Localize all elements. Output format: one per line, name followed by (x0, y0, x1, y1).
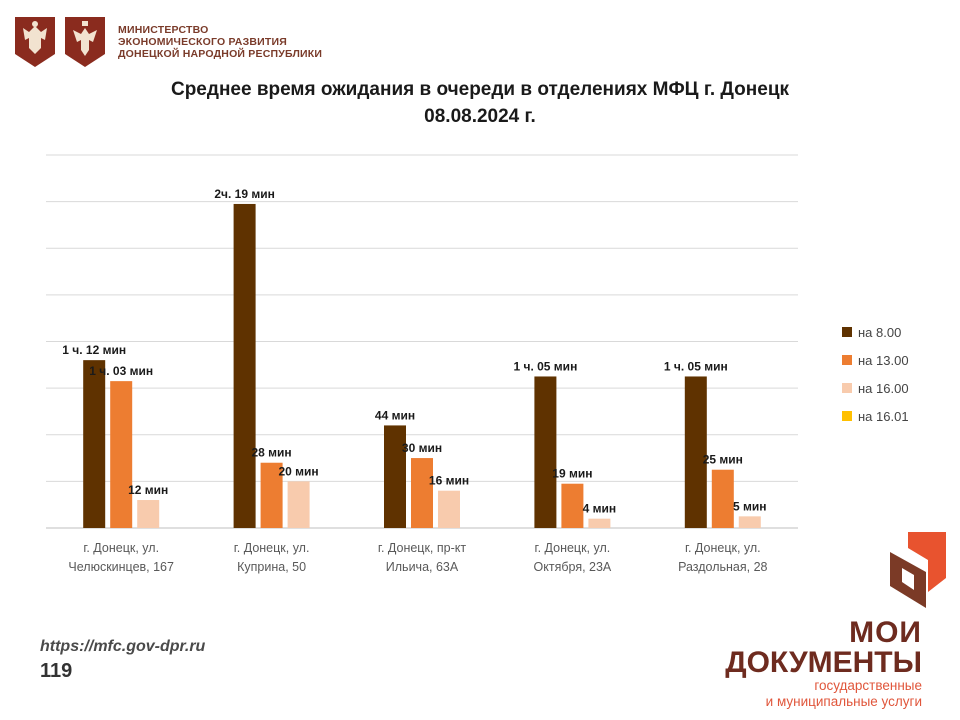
legend-item: на 8.00 (842, 318, 909, 346)
brand-subtitle-1: государственные (814, 678, 922, 693)
legend-swatch (842, 383, 852, 393)
bar (438, 490, 460, 528)
data-label: 16 мин (429, 474, 469, 488)
category-tick-label: г. Донецк, ул. (685, 541, 761, 555)
bar (233, 203, 256, 529)
header: МИНИСТЕРСТВО ЭКОНОМИЧЕСКОГО РАЗВИТИЯ ДОН… (14, 14, 322, 70)
bar (684, 376, 707, 528)
data-label: 4 мин (583, 502, 617, 516)
data-label: 2ч. 19 мин (214, 187, 275, 201)
bar (110, 381, 133, 528)
chart-title-line-1: Среднее время ожидания в очереди в отдел… (170, 79, 790, 100)
brand-line-2: ДОКУМЕНТЫ (725, 646, 922, 679)
legend-label: на 16.00 (858, 380, 909, 396)
legend-label: на 8.00 (858, 324, 902, 340)
bar (137, 500, 160, 528)
category-tick-label: г. Донецк, ул. (234, 541, 310, 555)
data-label: 25 мин (703, 453, 743, 467)
chart-title-line-2: 08.08.2024 г. (424, 106, 536, 127)
bar (260, 462, 283, 528)
chart-title: Среднее время ожидания в очереди в отдел… (0, 76, 960, 130)
dpr-emblem-icon (65, 17, 105, 67)
legend-label: на 13.00 (858, 352, 909, 368)
category-tick-label: г. Донецк, ул. (535, 541, 611, 555)
data-label: 5 мин (733, 499, 767, 513)
data-label: 1 ч. 12 мин (62, 343, 126, 357)
legend-item: на 16.00 (842, 374, 909, 402)
category-tick-label: г. Донецк, ул. (83, 541, 159, 555)
category-tick-label: Челюскинцев, 167 (68, 560, 174, 574)
ministry-name: МИНИСТЕРСТВО ЭКОНОМИЧЕСКОГО РАЗВИТИЯ ДОН… (118, 24, 322, 60)
data-label: 28 мин (252, 446, 292, 460)
data-label: 1 ч. 05 мин (664, 359, 728, 373)
bar (287, 481, 310, 528)
data-label: 12 мин (128, 483, 168, 497)
ministry-line-1: МИНИСТЕРСТВО (118, 24, 209, 36)
data-label: 44 мин (375, 408, 415, 422)
data-label: 19 мин (552, 467, 592, 481)
bar (738, 516, 761, 528)
legend-swatch (842, 327, 852, 337)
legend-swatch (842, 355, 852, 365)
moi-dokumenty-logo-icon (890, 532, 946, 608)
data-label: 1 ч. 03 мин (89, 364, 153, 378)
data-label: 30 мин (402, 441, 442, 455)
data-label: 1 ч. 05 мин (513, 359, 577, 373)
category-tick-label: Раздольная, 28 (678, 560, 767, 574)
bar (711, 469, 734, 528)
legend-item: на 13.00 (842, 346, 909, 374)
category-tick-label: Октября, 23А (534, 560, 612, 574)
legend-item: на 16.01 (842, 402, 909, 430)
legend-label: на 16.01 (858, 408, 909, 424)
chart-legend: на 8.00 на 13.00 на 16.00 на 16.01 (842, 318, 909, 430)
legend-swatch (842, 411, 852, 421)
data-label: 20 мин (279, 464, 319, 478)
brand-subtitle-2: и муниципальные услуги (765, 694, 922, 709)
page-number: 119 (40, 660, 73, 682)
brand-line-1: МОИ (849, 616, 922, 649)
website-url[interactable]: https://mfc.gov-dpr.ru (40, 638, 206, 655)
coat-of-arms-icon (15, 17, 55, 67)
bar (384, 425, 406, 528)
category-tick-label: Куприна, 50 (237, 560, 306, 574)
bar (588, 518, 611, 528)
bar (411, 458, 433, 528)
bar (534, 376, 557, 528)
bar (561, 483, 584, 528)
category-tick-label: Ильича, 63А (386, 560, 459, 574)
ministry-line-2: ЭКОНОМИЧЕСКОГО РАЗВИТИЯ (118, 36, 288, 48)
ministry-line-3: ДОНЕЦКОЙ НАРОДНОЙ РЕСПУБЛИКИ (118, 48, 323, 60)
brand-logo: МОИ ДОКУМЕНТЫ государственные и муниципа… (712, 618, 922, 710)
bar (83, 360, 106, 528)
category-tick-label: г. Донецк, пр-кт (378, 541, 466, 555)
